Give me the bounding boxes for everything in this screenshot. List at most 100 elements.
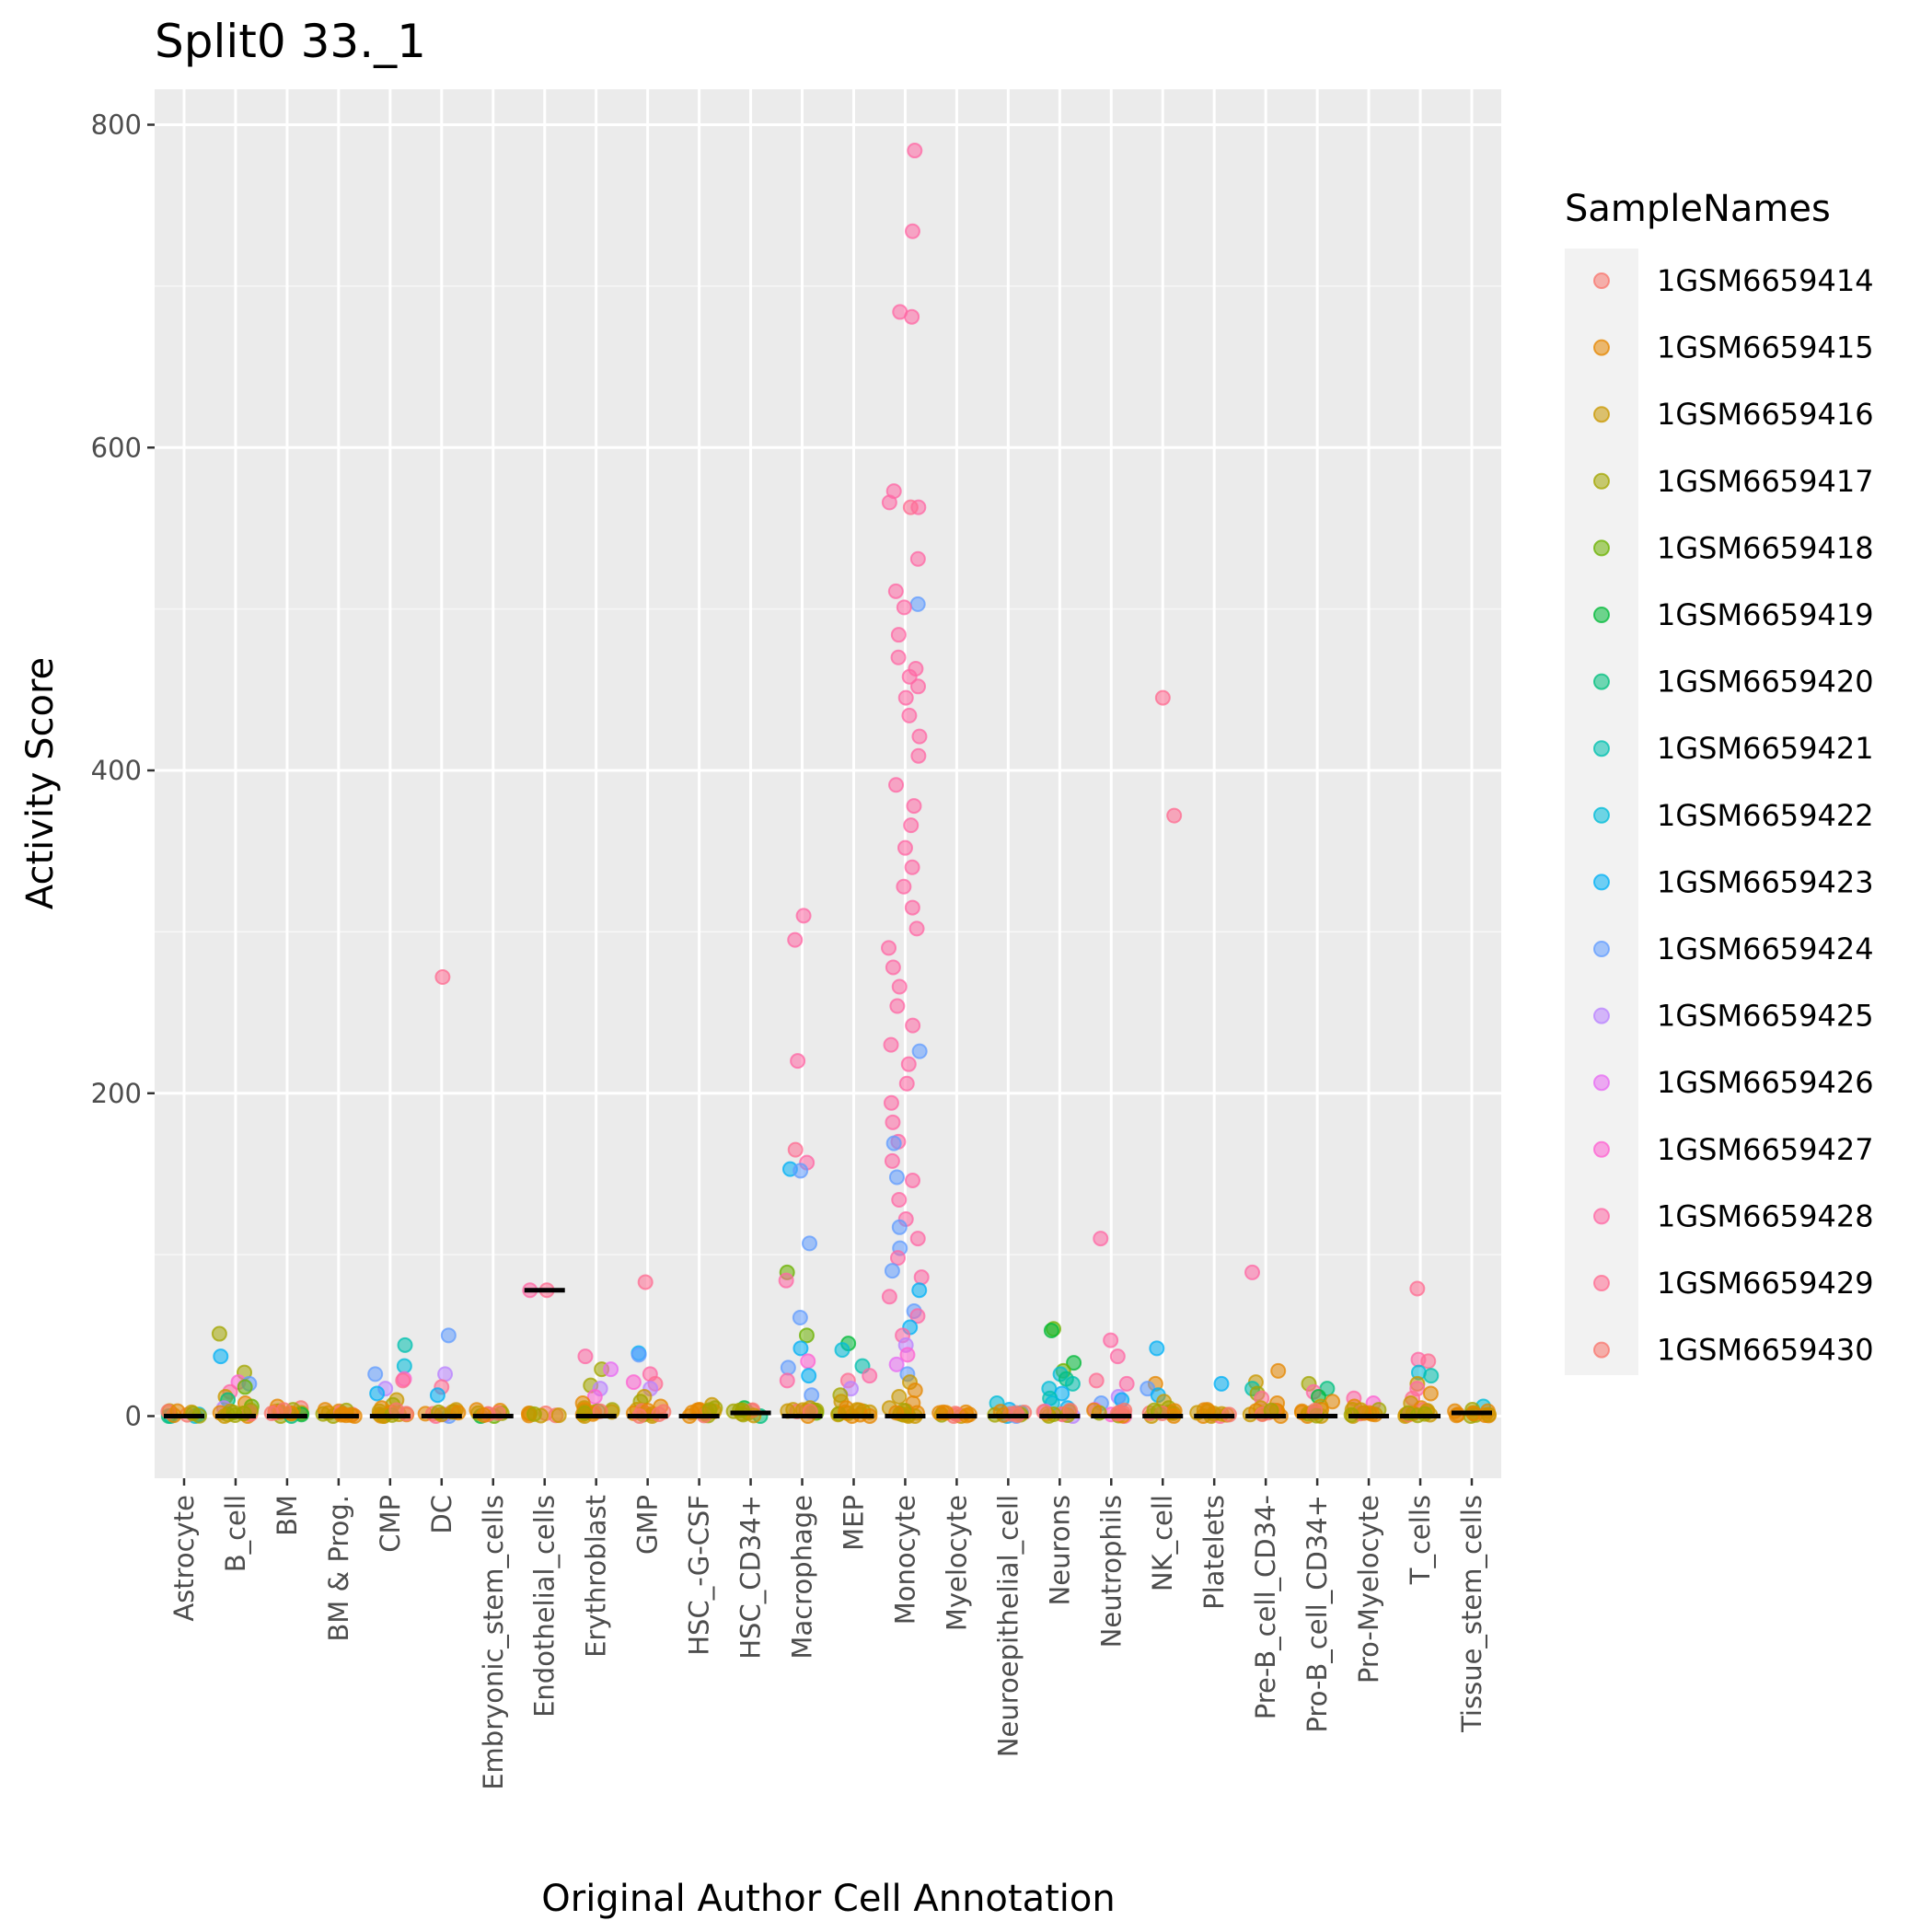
legend-label: 1GSM6659416 xyxy=(1657,397,1874,432)
data-point xyxy=(888,777,905,793)
data-point xyxy=(577,1348,594,1365)
data-point xyxy=(798,1327,815,1344)
x-tick-label: BM & Prog. xyxy=(323,1495,354,1642)
legend-key xyxy=(1593,806,1610,824)
legend-key xyxy=(1593,941,1610,957)
data-point xyxy=(905,1017,921,1034)
x-tick-label: BM xyxy=(272,1495,303,1536)
data-point xyxy=(780,1359,796,1376)
legend-key xyxy=(1593,873,1610,891)
data-point xyxy=(884,1152,900,1169)
data-point xyxy=(888,1356,905,1372)
data-point xyxy=(897,839,913,856)
data-point xyxy=(1093,1231,1109,1247)
x-tick-label: MEP xyxy=(838,1495,869,1551)
data-point xyxy=(890,1250,907,1267)
data-point xyxy=(899,1347,916,1363)
x-tick-label: T_cells xyxy=(1405,1495,1436,1585)
data-point xyxy=(889,998,906,1014)
legend-key xyxy=(1593,1208,1610,1225)
data-point xyxy=(862,1368,878,1384)
legend-label: 1GSM6659426 xyxy=(1657,1065,1874,1100)
x-tick-label: CMP xyxy=(375,1495,406,1553)
x-tick-label: Tissue_stem_cells xyxy=(1456,1495,1487,1733)
data-point xyxy=(907,143,923,159)
data-point xyxy=(778,1272,794,1289)
legend-key xyxy=(1593,1275,1610,1291)
data-point xyxy=(1422,1385,1439,1402)
x-tick-label: B_cell xyxy=(220,1495,251,1572)
data-point xyxy=(904,308,920,325)
data-point xyxy=(881,494,897,511)
data-point xyxy=(211,1325,227,1342)
y-tick-label: 800 xyxy=(91,110,142,141)
legend-key xyxy=(1593,607,1610,623)
data-point xyxy=(1118,1375,1135,1392)
data-point xyxy=(526,1406,542,1422)
legend-label: 1GSM6659430 xyxy=(1657,1333,1874,1368)
data-point xyxy=(891,1191,908,1208)
data-point xyxy=(910,747,927,764)
legend-key xyxy=(1593,673,1610,690)
legend-label: 1GSM6659417 xyxy=(1657,464,1874,499)
data-point xyxy=(1103,1332,1119,1348)
data-point xyxy=(792,1163,809,1179)
data-point xyxy=(911,1043,928,1059)
data-point xyxy=(1109,1348,1126,1365)
data-point xyxy=(631,1347,647,1363)
legend: SampleNames 1GSM6659414 1GSM6659415 1GSM66… xyxy=(1565,188,1874,1375)
data-point xyxy=(1420,1353,1437,1370)
data-point xyxy=(603,1361,619,1378)
data-point xyxy=(897,689,914,706)
y-tick-label: 200 xyxy=(91,1078,142,1109)
x-tick-label: Endothelial_cells xyxy=(529,1495,561,1718)
legend-key xyxy=(1593,740,1610,758)
x-tick-label: Myelocyte xyxy=(941,1495,972,1631)
y-tick-label: 0 xyxy=(125,1401,142,1432)
data-point xyxy=(903,817,920,834)
y-tick-label: 600 xyxy=(91,432,142,463)
legend-key xyxy=(1593,272,1610,289)
data-point xyxy=(885,1114,901,1130)
data-point xyxy=(437,1366,454,1382)
legend-label: 1GSM6659418 xyxy=(1657,530,1874,565)
data-point xyxy=(1088,1372,1105,1389)
data-point xyxy=(1064,1375,1081,1392)
legend-label: 1GSM6659420 xyxy=(1657,665,1874,700)
legend-key xyxy=(1593,1007,1610,1024)
legend-key xyxy=(1593,339,1610,356)
y-axis-title: Activity Score xyxy=(19,657,62,909)
legend-label: 1GSM6659415 xyxy=(1657,330,1874,365)
x-tick-label: Pro-Myelocyte xyxy=(1353,1495,1384,1683)
data-point xyxy=(890,649,907,665)
data-point xyxy=(367,1366,384,1382)
x-axis: Astrocyte B_cell BM BM & Prog. CMP DC Embryoni… xyxy=(168,1478,1487,1790)
data-point xyxy=(395,1372,411,1389)
data-point xyxy=(586,1388,603,1405)
data-point xyxy=(1166,807,1183,824)
data-point xyxy=(792,1310,808,1326)
data-point xyxy=(909,550,926,567)
data-point xyxy=(1154,689,1171,706)
data-point xyxy=(909,596,926,612)
data-point xyxy=(397,1336,413,1353)
data-point xyxy=(896,599,912,616)
data-point xyxy=(434,968,451,985)
legend-label: 1GSM6659427 xyxy=(1657,1132,1874,1167)
data-point xyxy=(901,668,918,685)
data-point xyxy=(883,1094,899,1111)
data-point xyxy=(910,678,927,695)
data-point xyxy=(1066,1355,1082,1371)
grid-lines xyxy=(155,89,1501,1478)
legend-label: 1GSM6659428 xyxy=(1657,1198,1874,1233)
legend-key xyxy=(1593,1341,1610,1359)
x-tick-label: Embryonic_stem_cells xyxy=(478,1495,509,1790)
x-tick-label: Monocyte xyxy=(889,1495,920,1625)
x-tick-label: Astrocyte xyxy=(168,1495,200,1622)
data-point xyxy=(904,899,920,916)
data-point xyxy=(1409,1280,1426,1297)
data-point xyxy=(904,859,920,875)
data-point xyxy=(888,1169,905,1186)
data-point xyxy=(911,1282,928,1299)
data-point xyxy=(891,978,908,995)
